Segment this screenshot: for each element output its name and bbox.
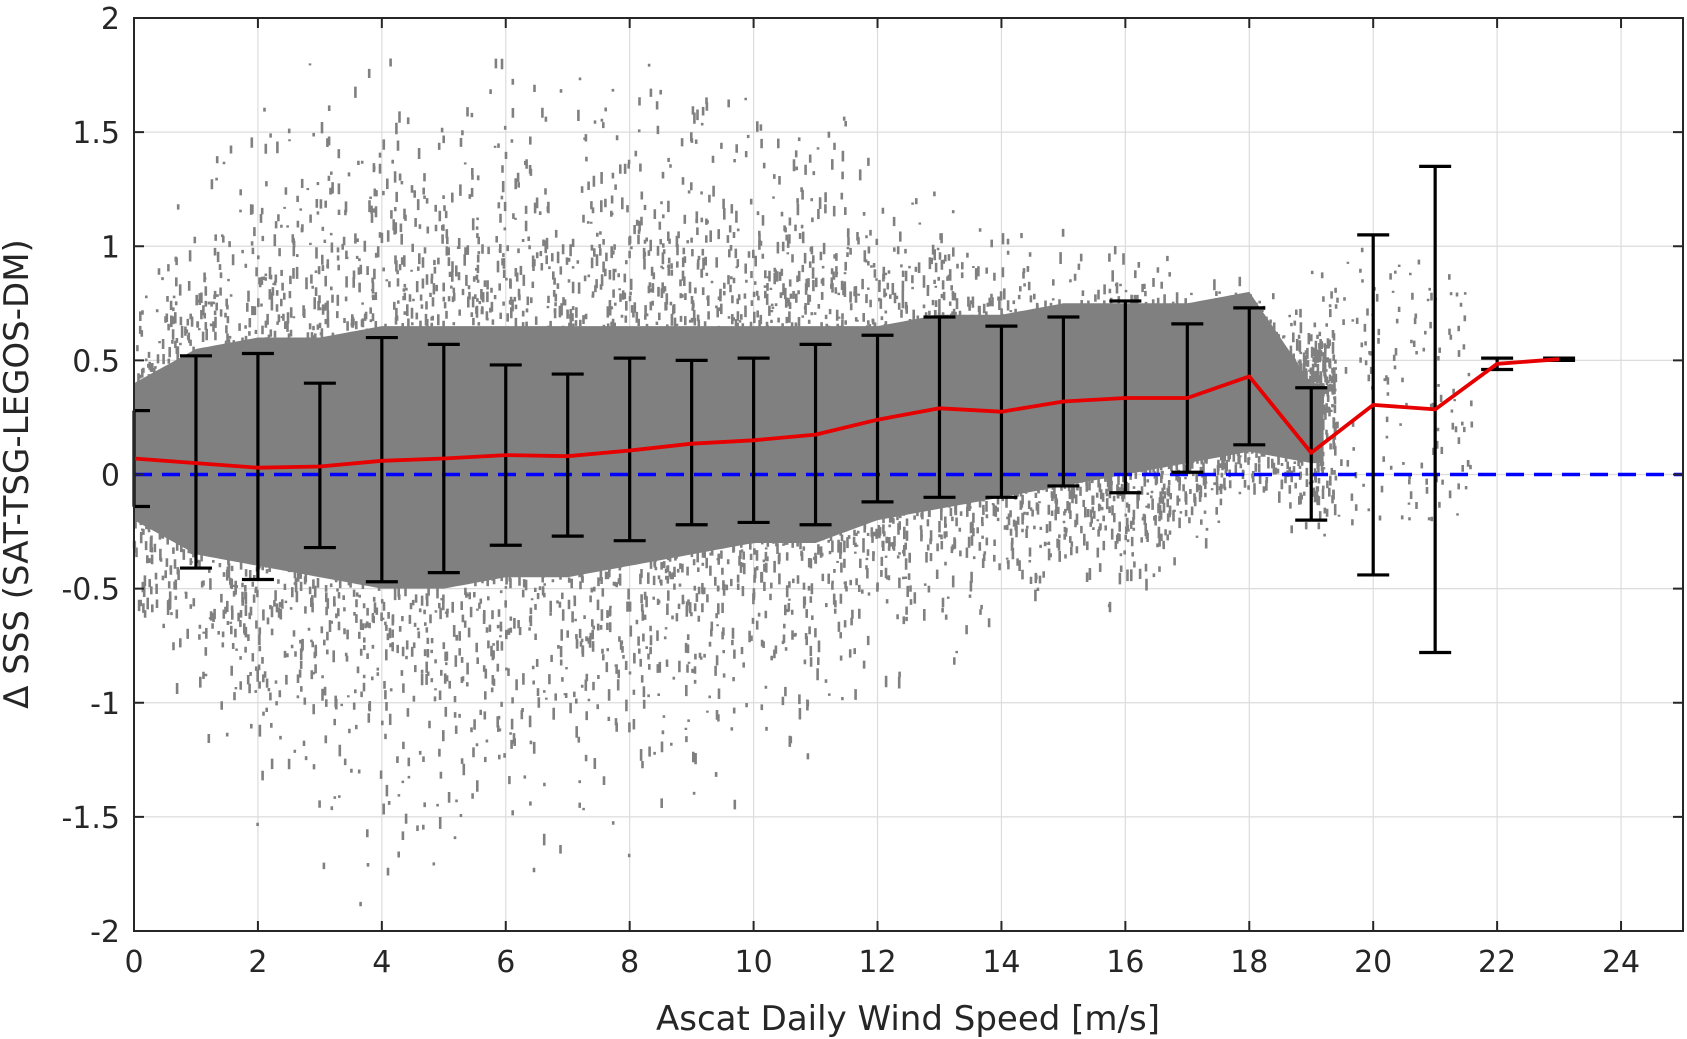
y-tick-label: -0.5 — [61, 573, 120, 608]
x-tick-label: 6 — [496, 945, 515, 980]
x-tick-label: 12 — [858, 945, 896, 980]
mean-line — [133, 357, 1560, 470]
mean-bias-line — [133, 357, 1560, 470]
x-tick-label: 22 — [1478, 945, 1516, 980]
y-tick-label: -2 — [90, 915, 120, 950]
x-tick-label: 8 — [620, 945, 639, 980]
y-tick-label: 0 — [101, 459, 120, 494]
x-tick-label: 2 — [248, 945, 267, 980]
y-tick-label: 1 — [101, 230, 120, 265]
x-axis-label: Ascat Daily Wind Speed [m/s] — [656, 999, 1160, 1039]
x-tick-label: 18 — [1230, 945, 1268, 980]
x-axis-ticks: 0 2 4 6 8 10 12 14 16 18 20 22 24 — [124, 18, 1640, 980]
x-tick-label: 14 — [982, 945, 1020, 980]
x-tick-label: 4 — [372, 945, 391, 980]
y-tick-label: -1.5 — [61, 801, 120, 836]
y-tick-label: -1 — [90, 687, 120, 722]
y-tick-label: 0.5 — [72, 344, 120, 379]
x-tick-label: 0 — [124, 945, 143, 980]
x-tick-label: 10 — [735, 945, 773, 980]
x-tick-label: 24 — [1602, 945, 1640, 980]
y-axis-label: Δ SSS (SAT-TSG-LEGOS-DM) — [0, 239, 37, 709]
y-tick-label: 2 — [101, 2, 120, 37]
scatter-point-marks — [132, 58, 1474, 907]
y-tick-label: 1.5 — [72, 116, 120, 151]
y-axis-ticks: -2 -1.5 -1 -0.5 0 0.5 1 1.5 2 — [61, 2, 1683, 950]
x-tick-label: 16 — [1106, 945, 1144, 980]
x-tick-label: 20 — [1354, 945, 1392, 980]
